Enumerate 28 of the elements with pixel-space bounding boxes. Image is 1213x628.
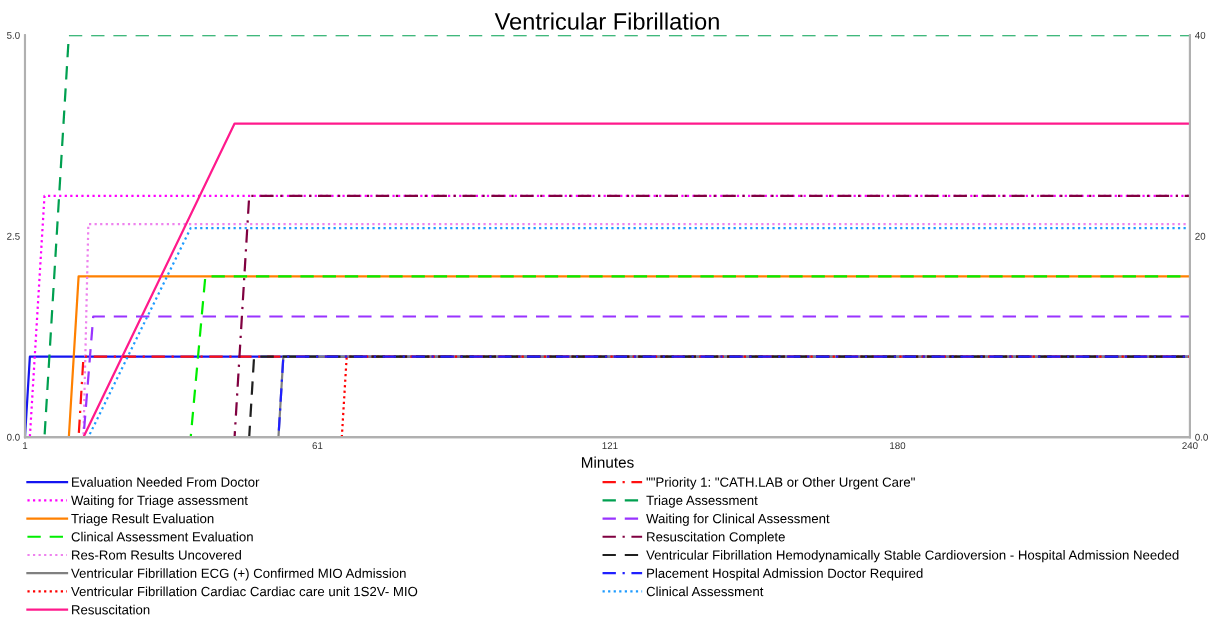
legend-label: Waiting for Triage assessment	[71, 495, 248, 508]
x-tick-label: 180	[890, 442, 906, 450]
legend-label: Triage Assessment	[646, 495, 758, 508]
legend-label: Waiting for Clinical Assessment	[646, 513, 830, 526]
legend-label: Placement Hospital Admission Doctor Required	[647, 568, 923, 581]
x-axis-title: Minutes	[581, 456, 634, 468]
legend-label: Resuscitation	[72, 604, 150, 615]
y-tick-label: 2.5	[7, 232, 20, 240]
legend-label: Ventricular Fibrillation ECG (+) Confirmed MIO Admission	[71, 568, 406, 581]
x-tick-label: 240	[1182, 442, 1198, 450]
legend-label: Resuscitation Complete	[647, 531, 785, 545]
x-tick-label: 121	[602, 442, 618, 449]
y-tick-label: 5.0	[7, 31, 20, 39]
legend-label: ""Priority 1: "CATH.LAB or Other Urgent Care"	[646, 477, 915, 490]
legend-label: Triage Result Evaluation	[71, 513, 214, 526]
legend-label: Clinical Assessment	[646, 586, 764, 597]
legend-label: Res-Rom Results Uncovered	[72, 550, 241, 560]
chart-title: Ventricular Fibrillation	[494, 12, 719, 30]
legend-label: Evaluation Needed From Doctor	[72, 477, 260, 487]
legend-label: Ventricular Fibrillation Cardiac Cardiac care unit 1S2V- MIO	[71, 586, 418, 597]
y-tick-label: 0.0	[6, 433, 20, 441]
x-tick-label: 1	[23, 442, 28, 449]
y2-tick-label: 20	[1195, 232, 1206, 240]
y2-tick-label: 0.0	[1195, 433, 1208, 441]
legend-label: Clinical Assessment Evaluation	[71, 531, 253, 542]
x-tick-label: 61	[312, 442, 323, 450]
y2-tick-label: 40	[1195, 31, 1206, 39]
legend-label: Ventricular Fibrillation Hemodynamically Stable Cardioversion - Hospital Admission Needed	[646, 550, 1179, 563]
